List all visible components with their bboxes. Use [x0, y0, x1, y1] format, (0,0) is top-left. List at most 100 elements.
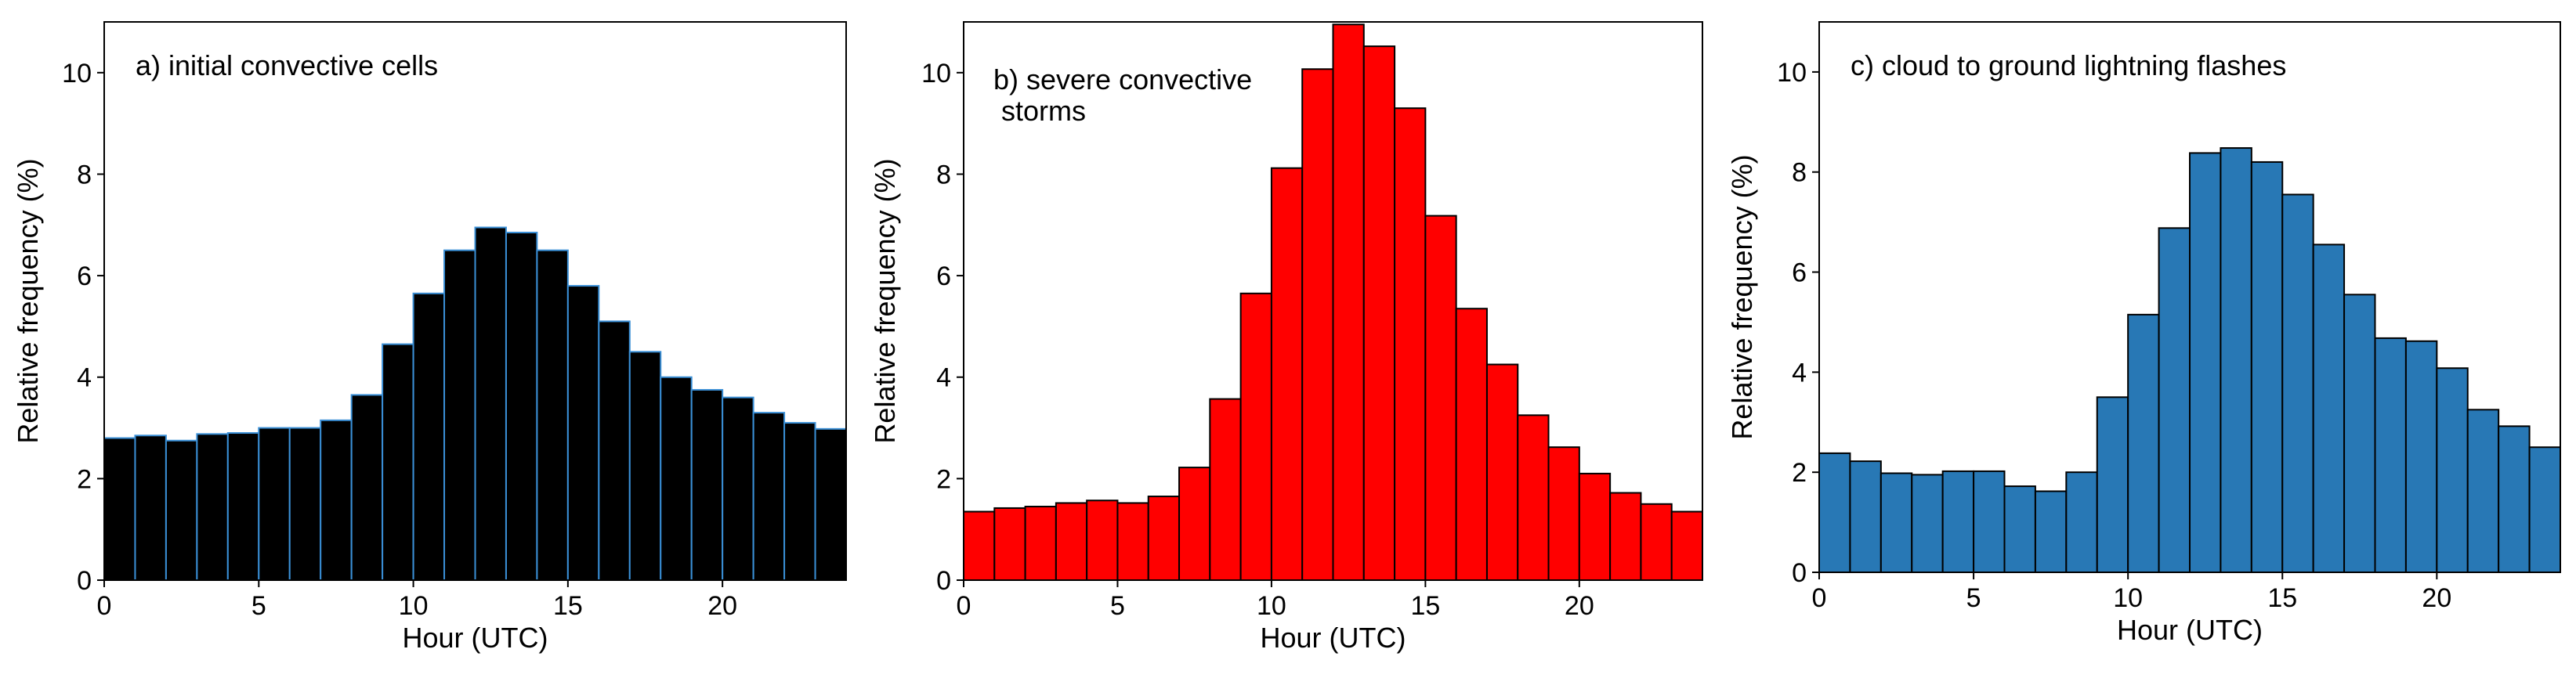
bar-b-hour-21	[1609, 492, 1642, 582]
bar-c-hour-14	[2250, 160, 2284, 574]
y-tick-label-a-2: 2	[77, 464, 92, 494]
axes-frame-c	[1818, 21, 2561, 573]
bar-a-hour-12	[474, 226, 507, 581]
y-tick-label-b-2: 2	[936, 464, 951, 494]
bar-b-hour-2	[1024, 506, 1057, 581]
bar-a-hour-22	[783, 422, 816, 582]
bar-b-hour-18	[1517, 414, 1550, 581]
bar-c-hour-20	[2436, 367, 2469, 573]
bar-a-hour-11	[443, 249, 476, 581]
bar-c-hour-4	[1941, 470, 1975, 573]
bar-c-hour-12	[2189, 152, 2222, 573]
axes-frame-b	[963, 21, 1703, 581]
y-tick-label-b-10: 10	[921, 59, 951, 88]
bar-b-hour-1	[993, 507, 1026, 582]
bar-b-hour-6	[1147, 496, 1181, 581]
y-tick-label-a-6: 6	[77, 261, 92, 291]
y-tick-label-a-0: 0	[77, 566, 92, 596]
x-tick-label-b-5: 5	[1110, 591, 1125, 621]
x-tick-label-b-0: 0	[957, 591, 971, 621]
bar-c-hour-8	[2065, 471, 2098, 574]
y-tick-label-c-0: 0	[1792, 558, 1807, 588]
bar-a-hour-18	[660, 376, 693, 581]
x-tick-label-a-20: 20	[707, 591, 737, 621]
bar-c-hour-3	[1911, 474, 1944, 573]
bar-c-hour-18	[2374, 337, 2407, 573]
x-tick-label-a-15: 15	[553, 591, 583, 621]
panel-label-b: b) severe convective storms	[993, 63, 1252, 127]
bar-b-hour-11	[1301, 68, 1334, 582]
bar-a-hour-8	[350, 394, 384, 581]
bars-panel-b	[963, 23, 1703, 582]
y-tick-label-c-6: 6	[1792, 258, 1807, 288]
bar-b-hour-17	[1485, 363, 1519, 581]
x-tick-label-a-10: 10	[399, 591, 429, 621]
bar-b-hour-13	[1362, 45, 1396, 581]
bar-c-hour-0	[1818, 452, 1851, 573]
bar-b-hour-12	[1332, 23, 1365, 582]
y-axis-label-b: Relative frequency (%)	[869, 158, 901, 443]
bar-a-hour-21	[752, 412, 786, 581]
bar-a-hour-10	[412, 292, 446, 581]
x-tick-label-c-5: 5	[1966, 583, 1981, 613]
x-tick-label-b-15: 15	[1410, 591, 1440, 621]
panel-label-a: a) initial convective cells	[136, 49, 438, 81]
bar-c-hour-9	[2096, 396, 2129, 573]
bar-c-hour-23	[2528, 446, 2561, 574]
x-tick-label-b-10: 10	[1257, 591, 1286, 621]
bar-c-hour-21	[2466, 409, 2500, 574]
bar-c-hour-15	[2281, 193, 2314, 573]
y-axis-label-a: Relative frequency (%)	[12, 158, 44, 443]
bar-c-hour-5	[1973, 470, 2006, 573]
x-tick-label-c-0: 0	[1812, 583, 1827, 613]
bar-b-hour-16	[1455, 308, 1488, 581]
x-tick-label-b-20: 20	[1565, 591, 1594, 621]
bar-b-hour-19	[1547, 446, 1580, 582]
x-tick-label-c-15: 15	[2267, 583, 2297, 613]
bar-a-hour-13	[505, 231, 538, 581]
bar-b-hour-10	[1270, 167, 1304, 581]
bar-a-hour-5	[258, 427, 291, 582]
bar-c-hour-17	[2343, 294, 2376, 573]
bar-a-hour-0	[103, 437, 136, 581]
panel-label-c: c) cloud to ground lightning flashes	[1851, 49, 2286, 81]
y-tick-label-a-8: 8	[77, 160, 92, 189]
bar-c-hour-7	[2034, 490, 2068, 574]
bar-c-hour-6	[2003, 485, 2036, 573]
x-tick-label-c-10: 10	[2113, 583, 2143, 613]
bar-a-hour-1	[134, 435, 167, 581]
axes-frame-a	[103, 21, 847, 581]
bar-a-hour-20	[722, 396, 754, 581]
bar-a-hour-9	[382, 343, 414, 581]
bar-c-hour-1	[1849, 460, 1882, 574]
bar-b-hour-15	[1424, 215, 1457, 581]
bar-a-hour-16	[598, 320, 631, 581]
bar-b-hour-14	[1394, 107, 1427, 581]
y-tick-label-a-4: 4	[77, 363, 92, 393]
x-tick-label-a-5: 5	[251, 591, 266, 621]
bar-b-hour-3	[1055, 502, 1088, 582]
bar-c-hour-22	[2498, 425, 2531, 573]
x-tick-label-c-20: 20	[2422, 583, 2451, 613]
bar-a-hour-6	[288, 427, 322, 582]
x-axis-label-c: Hour (UTC)	[2117, 614, 2263, 646]
bar-a-hour-3	[196, 433, 229, 581]
y-tick-label-c-10: 10	[1777, 58, 1807, 88]
bar-c-hour-2	[1880, 472, 1913, 574]
y-tick-label-c-4: 4	[1792, 358, 1807, 388]
bar-b-hour-20	[1578, 472, 1612, 582]
y-tick-label-c-2: 2	[1792, 458, 1807, 488]
bar-c-hour-16	[2312, 243, 2346, 573]
bar-a-hour-17	[628, 351, 662, 581]
bar-a-hour-4	[226, 432, 260, 582]
bar-c-hour-19	[2404, 340, 2438, 573]
bars-panel-a	[103, 226, 847, 582]
y-axis-label-c: Relative frequency (%)	[1726, 154, 1758, 439]
bar-b-hour-9	[1239, 292, 1272, 581]
bar-c-hour-11	[2158, 227, 2191, 573]
y-tick-label-a-10: 10	[62, 59, 92, 88]
bar-b-hour-0	[963, 510, 996, 582]
